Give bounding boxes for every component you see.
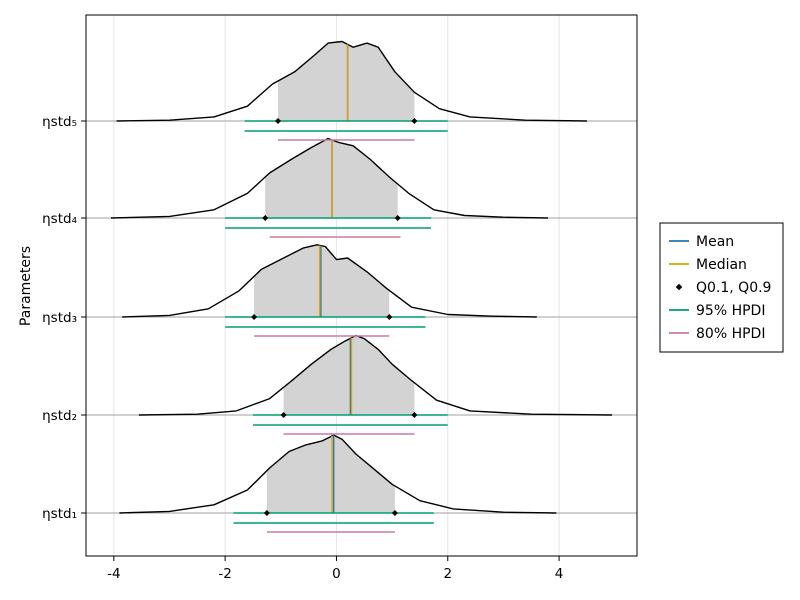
q10-point [251, 314, 258, 320]
plot-frame [85, 14, 638, 557]
central-interval-fill [254, 244, 390, 317]
q10-point [262, 215, 269, 221]
y-tick-label: ηstd₃ [42, 310, 77, 326]
central-interval-fill [278, 41, 415, 121]
legend-entry-5: 80% HPDI [669, 326, 765, 342]
q10-point [263, 510, 270, 516]
central-interval-fill [283, 335, 415, 415]
legend-entry-2: Median [669, 257, 747, 273]
y-axis-ticks: ηstd₁ ηstd₂ ηstd₃ ηstd₄ ηstd₅ [42, 114, 86, 522]
x-axis-ticks: -4 -2 0 2 4 [107, 556, 563, 582]
legend-swatch [675, 283, 683, 291]
legend-entry-1: Mean [669, 234, 734, 250]
q90-point [394, 215, 401, 221]
q10-point [275, 118, 282, 124]
ridge-1 [86, 434, 637, 533]
q10-point [280, 412, 287, 418]
density-curve [110, 137, 548, 219]
q90-point [391, 510, 398, 516]
x-tick-label: 2 [443, 566, 452, 582]
x-tick-label: -4 [107, 566, 120, 582]
legend-label: 80% HPDI [696, 326, 765, 342]
legend-label: Mean [696, 234, 734, 250]
x-tick-label: 4 [555, 566, 564, 582]
legend-label: Median [696, 257, 747, 273]
y-tick-label: ηstd₂ [42, 408, 77, 424]
legend: Mean Median Q0.1, Q0.9 95% HPDI 80% HPDI [659, 222, 784, 353]
y-tick-label: ηstd₁ [42, 506, 77, 522]
legend-label: Q0.1, Q0.9 [696, 280, 771, 296]
legend-entry-3: Q0.1, Q0.9 [675, 280, 771, 296]
x-tick-label: 0 [332, 566, 341, 582]
ridge-2 [86, 334, 637, 435]
q90-point [411, 118, 418, 124]
density-curve [122, 244, 537, 318]
central-interval-fill [266, 435, 395, 513]
legend-label: 95% HPDI [696, 303, 765, 319]
y-tick-label: ηstd₅ [42, 114, 77, 130]
ridge-4 [86, 137, 637, 238]
ridges [86, 40, 637, 533]
y-axis-title: Parameters [18, 246, 34, 326]
x-tick-label: -2 [218, 566, 231, 582]
legend-entry-4: 95% HPDI [669, 303, 765, 319]
y-tick-label: ηstd₄ [42, 211, 77, 227]
q90-point [411, 412, 418, 418]
q90-point [386, 314, 393, 320]
ridge-5 [86, 40, 637, 141]
ridge-3 [86, 244, 637, 337]
